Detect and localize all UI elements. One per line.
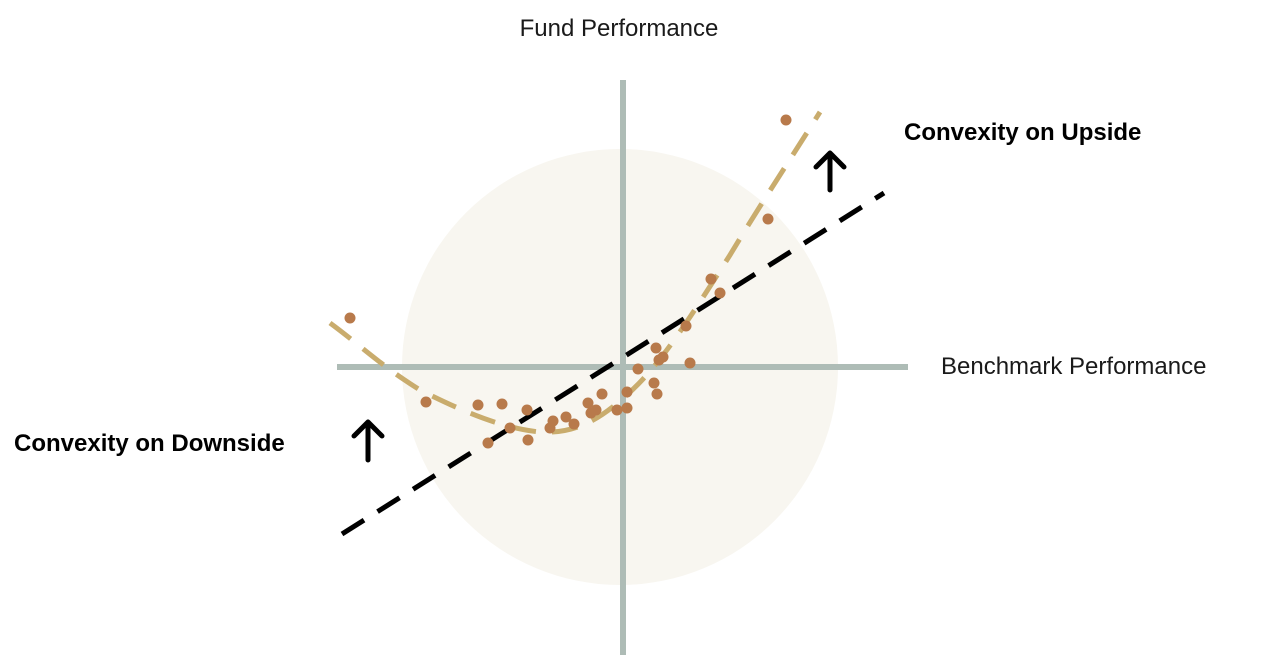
point bbox=[504, 422, 516, 434]
scatter-points bbox=[344, 114, 792, 449]
point bbox=[472, 399, 484, 411]
point bbox=[611, 404, 623, 416]
point bbox=[560, 411, 572, 423]
point bbox=[621, 386, 633, 398]
point bbox=[680, 320, 692, 332]
point bbox=[684, 357, 696, 369]
point bbox=[522, 434, 534, 446]
point bbox=[596, 388, 608, 400]
point bbox=[714, 287, 726, 299]
linear-trend-line bbox=[340, 190, 886, 537]
x-axis-label: Benchmark Performance bbox=[941, 353, 1206, 380]
point bbox=[632, 363, 644, 375]
point bbox=[482, 437, 494, 449]
point bbox=[420, 396, 432, 408]
point bbox=[344, 312, 356, 324]
up-arrow-downside bbox=[351, 419, 385, 463]
annotation-downside: Convexity on Downside bbox=[14, 430, 285, 457]
point bbox=[547, 415, 559, 427]
point bbox=[780, 114, 792, 126]
point bbox=[496, 398, 508, 410]
point bbox=[590, 404, 602, 416]
arrows bbox=[351, 150, 847, 463]
point bbox=[568, 418, 580, 430]
point bbox=[648, 377, 660, 389]
point bbox=[621, 402, 633, 414]
point bbox=[657, 351, 669, 363]
point bbox=[762, 213, 774, 225]
up-arrow-upside bbox=[813, 150, 847, 193]
point bbox=[650, 342, 662, 354]
convex-curve bbox=[328, 110, 823, 435]
title: Fund Performance bbox=[520, 15, 719, 42]
point bbox=[521, 404, 533, 416]
point bbox=[705, 273, 717, 285]
point bbox=[582, 397, 594, 409]
point bbox=[651, 388, 663, 400]
annotation-upside: Convexity on Upside bbox=[904, 119, 1141, 146]
